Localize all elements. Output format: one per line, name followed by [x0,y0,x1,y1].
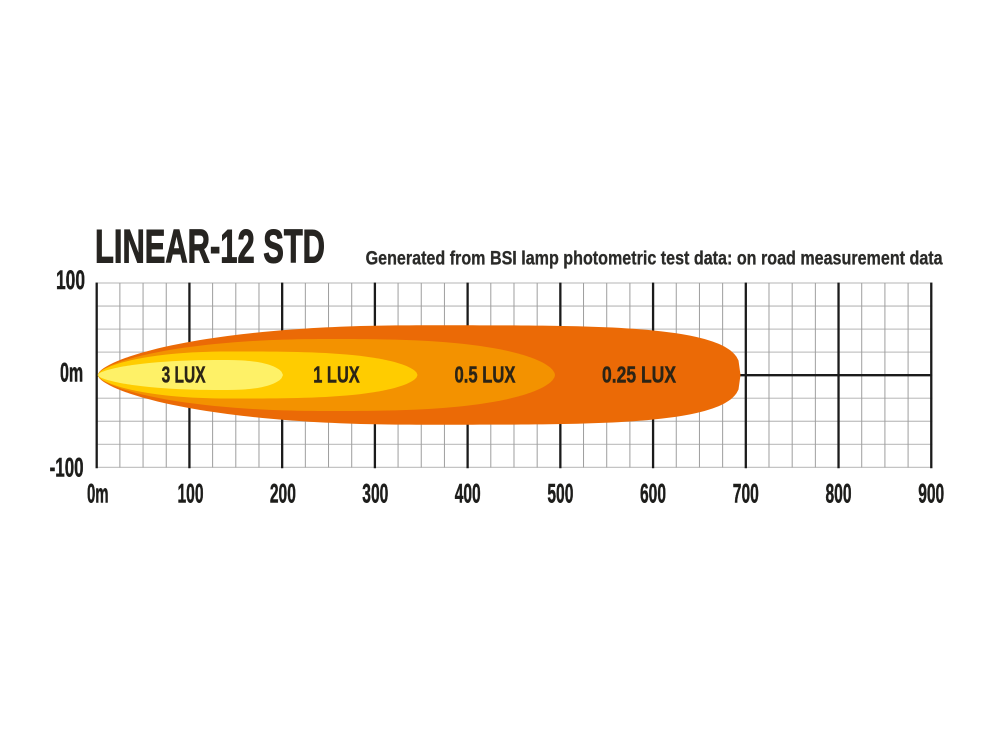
svg-text:3 LUX: 3 LUX [162,362,206,388]
svg-text:400: 400 [455,478,481,508]
svg-text:500: 500 [547,478,573,508]
svg-text:700: 700 [733,478,759,508]
svg-text:100: 100 [56,265,85,295]
svg-text:0m: 0m [60,357,83,387]
svg-text:0.5 LUX: 0.5 LUX [455,362,516,388]
svg-text:0m: 0m [87,478,109,508]
svg-text:Generated from BSI lamp photom: Generated from BSI lamp photometric test… [366,249,943,270]
svg-text:300: 300 [362,478,388,508]
svg-text:200: 200 [270,478,296,508]
svg-text:-100: -100 [50,452,84,482]
svg-text:900: 900 [918,478,944,508]
svg-text:1 LUX: 1 LUX [313,362,360,388]
svg-text:0.25 LUX: 0.25 LUX [602,362,677,388]
svg-text:100: 100 [178,478,204,508]
svg-text:800: 800 [826,478,852,508]
svg-text:LINEAR-12 STD: LINEAR-12 STD [95,219,325,272]
svg-text:600: 600 [640,478,666,508]
